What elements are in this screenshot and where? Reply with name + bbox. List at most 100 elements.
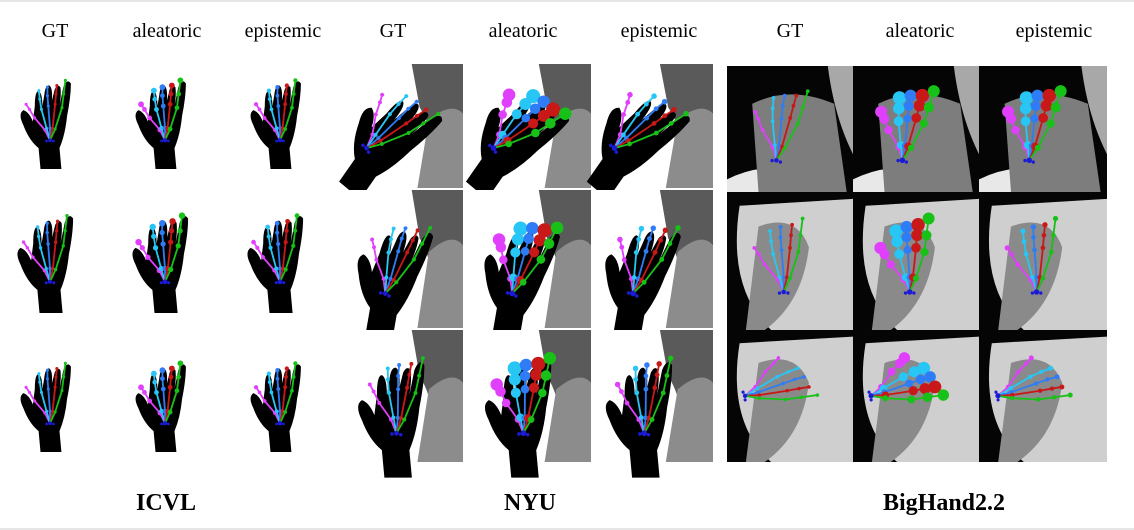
icvl-skeleton-r2-c1 xyxy=(21,213,69,285)
wrist-joint xyxy=(277,137,283,143)
finger-joint xyxy=(60,389,64,393)
bone-line xyxy=(1009,376,1031,390)
finger-joint xyxy=(882,395,889,402)
bone-line xyxy=(378,402,392,421)
bone-line xyxy=(38,382,43,393)
finger-joint xyxy=(898,352,911,364)
finger-joint xyxy=(167,409,173,415)
bone-line xyxy=(375,259,385,280)
finger-joint xyxy=(405,250,410,255)
finger-joint xyxy=(905,379,914,388)
finger-joint xyxy=(498,110,507,119)
bone-line xyxy=(796,107,804,124)
finger-joint xyxy=(414,99,419,104)
finger-joint xyxy=(268,245,273,250)
finger-joint xyxy=(643,101,649,107)
finger-joint xyxy=(291,243,296,248)
finger-joint xyxy=(284,366,289,371)
finger-joint xyxy=(795,121,800,126)
finger-joint xyxy=(1034,144,1042,152)
finger-joint xyxy=(778,224,783,229)
bone-line xyxy=(778,118,783,146)
bone-line xyxy=(169,245,180,270)
bighand-hand-region xyxy=(998,359,1063,462)
nyu-hand-r1-c3 xyxy=(586,100,690,200)
finger-joint xyxy=(48,266,52,271)
wrist-joint xyxy=(162,420,168,426)
bone-line xyxy=(49,128,56,141)
finger-joint xyxy=(168,228,175,234)
wrist-joint xyxy=(277,279,283,285)
finger-joint xyxy=(63,229,67,233)
bone-line xyxy=(284,390,293,413)
finger-joint xyxy=(1059,384,1065,390)
wrist-joint xyxy=(1023,158,1027,163)
finger-joint xyxy=(147,398,153,404)
finger-joint xyxy=(51,266,55,271)
finger-joint xyxy=(412,257,416,262)
bone-line xyxy=(62,363,67,378)
finger-joint xyxy=(538,388,547,398)
finger-joint xyxy=(53,267,58,272)
bone-line xyxy=(148,117,161,131)
finger-joint xyxy=(33,116,37,120)
bighand-skeleton-r1-c2 xyxy=(875,85,940,164)
bone-line xyxy=(47,388,51,412)
bone-line xyxy=(801,90,809,108)
finger-joint xyxy=(893,116,904,127)
finger-joint xyxy=(788,116,793,120)
wrist-joint xyxy=(770,158,774,163)
finger-joint xyxy=(45,377,49,381)
bone-line xyxy=(782,277,791,293)
wrist-joint xyxy=(167,422,170,426)
nyu-background-region xyxy=(665,239,713,328)
finger-joint xyxy=(505,140,512,148)
finger-joint xyxy=(781,381,785,386)
finger-joint xyxy=(275,376,280,381)
finger-joint xyxy=(257,107,262,112)
bone-line xyxy=(262,256,276,272)
wrist-joint xyxy=(48,138,52,143)
bone-line xyxy=(148,400,161,414)
finger-joint xyxy=(490,378,503,391)
bighand-background-region xyxy=(752,94,847,192)
finger-joint xyxy=(1023,251,1029,257)
finger-joint xyxy=(61,244,65,248)
bone-line xyxy=(772,253,781,278)
wrist-joint xyxy=(869,398,873,402)
finger-joint xyxy=(802,375,806,379)
bone-line xyxy=(388,392,395,418)
bone-line xyxy=(147,256,161,272)
finger-joint xyxy=(284,228,289,233)
finger-joint xyxy=(886,260,895,269)
bone-line xyxy=(291,93,295,108)
finger-joint xyxy=(795,366,800,371)
finger-joint xyxy=(499,255,508,265)
finger-joint xyxy=(177,360,184,367)
finger-joint xyxy=(160,241,166,247)
finger-joint xyxy=(631,275,637,280)
finger-joint xyxy=(168,91,174,97)
wrist-joint xyxy=(514,294,518,298)
bone-line xyxy=(51,242,57,269)
nyu-skeleton-r3-c1 xyxy=(367,356,425,437)
bone-line xyxy=(1042,251,1053,279)
wrist-joint xyxy=(167,281,171,285)
hand-pose-figure xyxy=(17,64,1107,478)
bone-line xyxy=(371,114,377,135)
finger-joint xyxy=(1039,369,1044,374)
finger-joint xyxy=(291,375,296,379)
finger-joint xyxy=(675,225,681,231)
bone-line xyxy=(651,392,665,420)
finger-joint xyxy=(396,116,401,121)
bone-line xyxy=(155,392,163,412)
bone-line xyxy=(782,378,795,385)
finger-joint xyxy=(167,384,173,390)
bone-line xyxy=(759,389,788,396)
finger-joint xyxy=(396,249,401,254)
finger-joint xyxy=(407,372,412,377)
bone-line xyxy=(292,230,297,247)
bone-line xyxy=(39,247,48,269)
bone-line xyxy=(54,93,57,105)
finger-joint xyxy=(924,371,936,383)
